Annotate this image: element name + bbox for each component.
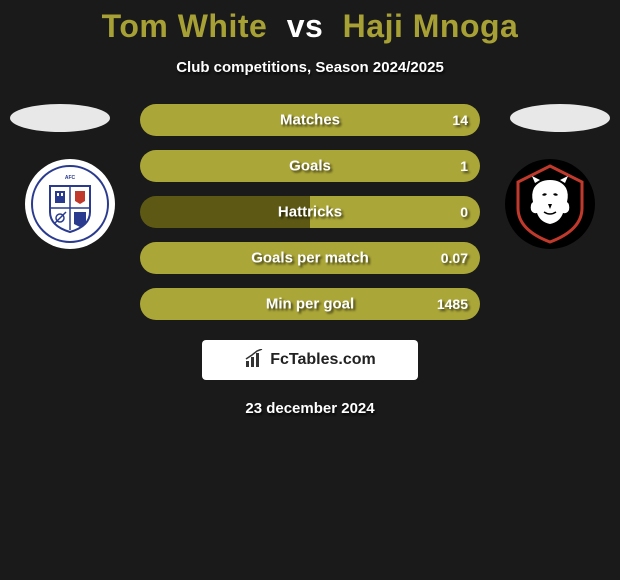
team-crest-left-icon: AFC — [25, 159, 115, 249]
bars-icon — [244, 349, 266, 371]
stat-value-right: 1485 — [437, 296, 468, 312]
stat-label: Matches — [280, 112, 340, 129]
stat-row: Hattricks 0 — [140, 196, 480, 228]
left-ellipse-icon — [10, 104, 110, 132]
salford-crest-svg — [508, 162, 592, 246]
stat-row: Goals per match 0.07 — [140, 242, 480, 274]
player2-name: Haji Mnoga — [343, 8, 519, 44]
player1-name: Tom White — [102, 8, 268, 44]
stat-row: Min per goal 1485 — [140, 288, 480, 320]
infographic-container: Tom White vs Haji Mnoga Club competition… — [0, 0, 620, 417]
date-label: 23 december 2024 — [245, 400, 374, 417]
stat-value-right: 14 — [452, 112, 468, 128]
stat-row: Matches 14 — [140, 104, 480, 136]
branding-box: FcTables.com — [202, 340, 418, 380]
stat-label: Goals per match — [251, 250, 369, 267]
title: Tom White vs Haji Mnoga — [102, 8, 519, 45]
stats-list: Matches 14 Goals 1 Hattricks 0 Goals per match… — [140, 104, 480, 320]
main-area: AFC Matches 14 Goals 1 Hattricks 0 Goals per m… — [0, 104, 620, 320]
stat-value-right: 1 — [460, 158, 468, 174]
team-crest-right-icon — [505, 159, 595, 249]
branding-text: FcTables.com — [270, 351, 376, 369]
svg-text:AFC: AFC — [65, 175, 76, 181]
subtitle: Club competitions, Season 2024/2025 — [176, 59, 444, 76]
vs-label: vs — [277, 8, 334, 44]
right-ellipse-icon — [510, 104, 610, 132]
barrow-crest-svg: AFC — [30, 164, 110, 244]
stat-value-right: 0.07 — [441, 250, 468, 266]
stat-label: Min per goal — [266, 296, 354, 313]
stat-row: Goals 1 — [140, 150, 480, 182]
stat-label: Hattricks — [278, 204, 342, 221]
stat-value-right: 0 — [460, 204, 468, 220]
stat-label: Goals — [289, 158, 331, 175]
